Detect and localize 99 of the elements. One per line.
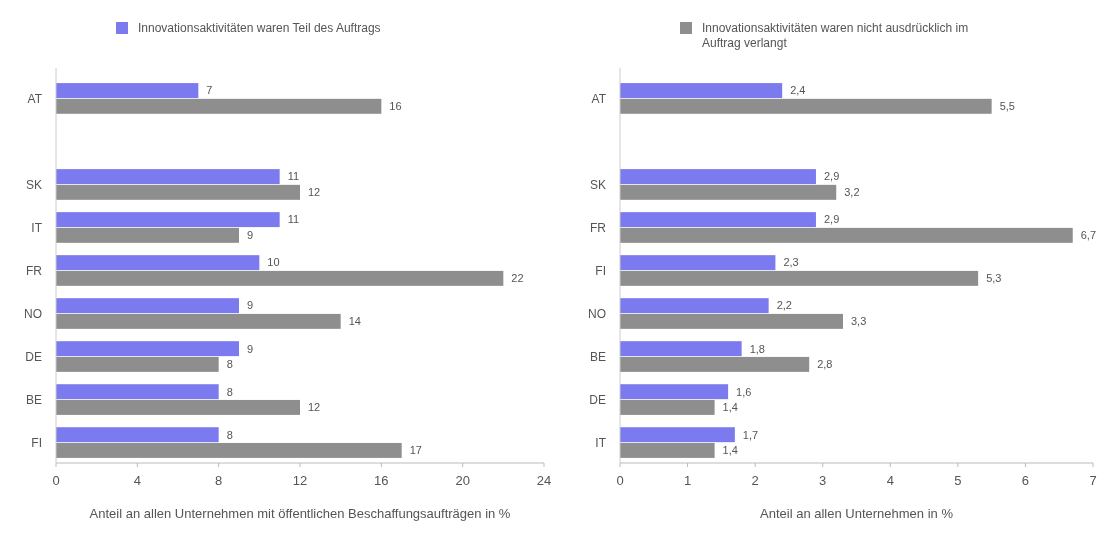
legend-label: Innovationsaktivitäten waren Teil des Auftrags — [138, 21, 381, 36]
bar — [620, 227, 1073, 243]
bar — [620, 255, 776, 271]
x-tick-label: 24 — [536, 473, 552, 488]
bar — [620, 384, 729, 400]
data-label: 9 — [247, 342, 254, 355]
bar — [56, 212, 280, 228]
bar — [56, 356, 219, 372]
data-label: 1,6 — [736, 385, 752, 398]
data-label: 12 — [308, 401, 321, 414]
data-label: 5,5 — [999, 100, 1015, 113]
x-tick-label: 4 — [886, 473, 894, 488]
bar — [56, 255, 260, 271]
bar — [56, 341, 239, 357]
y-tick-label: NO — [588, 306, 606, 321]
bar — [56, 169, 280, 185]
data-label: 2,2 — [776, 299, 792, 312]
bar — [620, 184, 837, 200]
data-label: 8 — [226, 385, 233, 398]
bar — [620, 399, 715, 415]
data-label: 12 — [308, 186, 321, 199]
x-tick-label: 16 — [374, 473, 389, 488]
bar — [620, 313, 843, 329]
data-label: 2,8 — [817, 358, 833, 371]
y-tick-label: SK — [25, 177, 42, 192]
data-label: 2,9 — [823, 213, 840, 226]
x-tick-label: 8 — [215, 473, 223, 488]
y-tick-label: AT — [27, 91, 43, 106]
x-tick-label: 0 — [52, 473, 60, 488]
y-tick-label: IT — [31, 220, 43, 235]
y-tick-label: IT — [595, 435, 607, 450]
data-label: 3,2 — [844, 186, 860, 199]
y-tick-label: FI — [595, 263, 606, 278]
x-axis-title: Anteil an allen Unternehmen mit öffentlichen Beschaffungsaufträgen in % — [89, 506, 511, 521]
bar — [620, 356, 810, 372]
bar — [620, 98, 992, 114]
data-label: 9 — [247, 299, 254, 312]
y-tick-label: NO — [24, 306, 42, 321]
x-tick-label: 7 — [1089, 473, 1097, 488]
data-label: 2,4 — [790, 84, 806, 97]
data-label: 2,9 — [823, 170, 840, 183]
data-label: 1,7 — [742, 428, 759, 441]
data-label: 1,4 — [722, 401, 738, 414]
bar — [56, 313, 341, 329]
bar — [56, 184, 300, 200]
bar — [620, 212, 816, 228]
bar — [620, 83, 783, 99]
data-label: 11 — [287, 213, 300, 226]
data-label: 5,3 — [986, 272, 1002, 285]
y-tick-label: SK — [589, 177, 606, 192]
data-label: 7 — [206, 84, 213, 97]
x-tick-label: 4 — [133, 473, 141, 488]
y-tick-label: AT — [591, 91, 607, 106]
bar — [56, 98, 382, 114]
bar — [620, 169, 816, 185]
data-label: 1,4 — [722, 444, 738, 457]
y-tick-label: BE — [25, 392, 42, 407]
x-tick-label: 5 — [954, 473, 962, 488]
bar — [56, 83, 199, 99]
bar — [620, 442, 715, 458]
y-tick-label: BE — [589, 349, 606, 364]
data-label: 10 — [267, 256, 280, 269]
data-label: 1,8 — [749, 342, 765, 355]
x-tick-label: 2 — [751, 473, 759, 488]
bar — [56, 399, 300, 415]
x-tick-label: 0 — [616, 473, 624, 488]
data-label: 8 — [226, 428, 233, 441]
bar — [56, 427, 219, 443]
data-label: 16 — [389, 100, 402, 113]
y-tick-label: FI — [31, 435, 42, 450]
y-tick-label: DE — [589, 392, 606, 407]
x-tick-label: 6 — [1021, 473, 1030, 488]
data-label: 17 — [409, 444, 422, 457]
x-axis-title: Anteil an allen Unternehmen in % — [760, 506, 954, 521]
data-label: 8 — [226, 358, 233, 371]
y-tick-label: FR — [26, 263, 43, 278]
x-tick-label: 1 — [683, 473, 692, 488]
data-label: 14 — [348, 315, 361, 328]
bar — [56, 298, 239, 314]
data-label: 11 — [287, 170, 300, 183]
y-tick-label: DE — [25, 349, 42, 364]
data-label: 22 — [511, 272, 524, 285]
data-label: 9 — [247, 229, 254, 242]
x-tick-label: 3 — [819, 473, 827, 488]
bar — [56, 270, 504, 286]
bar — [620, 298, 769, 314]
bar — [620, 270, 979, 286]
bar — [620, 341, 742, 357]
bar — [56, 442, 402, 458]
data-label: 2,3 — [783, 256, 799, 269]
y-tick-label: FR — [590, 220, 607, 235]
x-tick-label: 20 — [455, 473, 470, 488]
data-label: 6,7 — [1080, 229, 1097, 242]
legend-label: Innovationsaktivitäten waren nicht ausdrücklich im Auftrag verlangt — [702, 21, 969, 51]
data-label: 3,3 — [850, 315, 867, 328]
bar — [56, 227, 239, 243]
bar — [56, 384, 219, 400]
x-tick-label: 12 — [292, 473, 308, 488]
bar — [620, 427, 735, 443]
